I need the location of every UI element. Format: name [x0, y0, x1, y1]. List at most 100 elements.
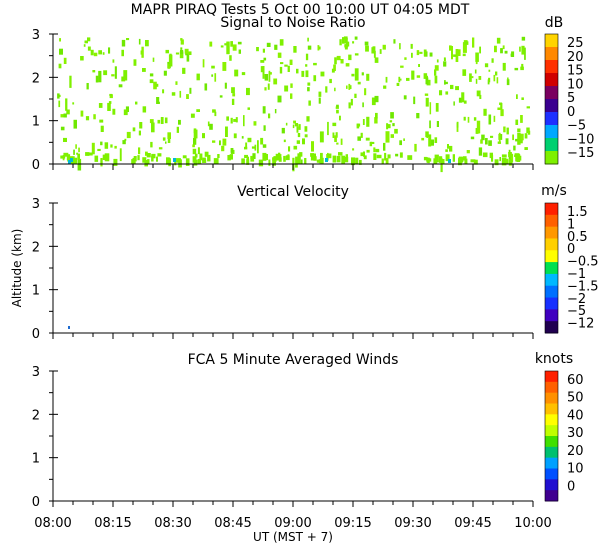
snr-cell [362, 102, 364, 108]
snr-cell [88, 152, 93, 156]
snr-cell [425, 97, 429, 107]
snr-cell [399, 140, 402, 146]
snr-cell [144, 160, 148, 167]
snr-cell [375, 112, 378, 119]
y-tick-label: 1 [32, 115, 40, 130]
snr-cell [233, 119, 238, 122]
x-tick-label: 09:15 [334, 516, 371, 531]
snr-cell [108, 101, 112, 104]
colorbar-label: 25 [567, 36, 584, 51]
x-tick-label: 08:45 [214, 516, 251, 531]
snr-cell [469, 73, 472, 82]
snr-cell [336, 109, 339, 114]
snr-cell [209, 123, 213, 130]
snr-cell [332, 155, 337, 163]
panel-title: FCA 5 Minute Averaged Winds [188, 352, 399, 368]
snr-cell [348, 102, 351, 109]
snr-cell [493, 115, 496, 122]
snr-cell [389, 120, 393, 123]
snr-cell [77, 153, 80, 160]
colorbar-segment [545, 60, 558, 74]
snr-cell [365, 45, 369, 52]
snr-cell [336, 104, 339, 108]
colorbar-segment [545, 34, 558, 48]
snr-cell [519, 46, 521, 52]
panel-title: Vertical Velocity [237, 184, 349, 200]
snr-cell [493, 74, 496, 82]
snr-cell [339, 39, 342, 46]
snr-cell [171, 92, 176, 96]
snr-cell [289, 59, 293, 65]
snr-cell [505, 138, 509, 145]
snr-cell [112, 59, 115, 63]
snr-cell [126, 131, 131, 139]
snr-cell [301, 70, 305, 77]
snr-cell [499, 157, 501, 162]
snr-cell [470, 136, 475, 140]
snr-cell [60, 114, 65, 118]
snr-cell [91, 142, 95, 155]
snr-cell [434, 65, 439, 71]
snr-cell [123, 109, 128, 116]
colorbar-label: −12 [567, 317, 594, 332]
x-tick-label: 08:15 [94, 516, 131, 531]
snr-cell [209, 41, 213, 47]
snr-cell [472, 37, 475, 48]
snr-cell [369, 141, 373, 147]
snr-cell [508, 159, 513, 165]
snr-cell [488, 114, 492, 125]
snr-cell [362, 119, 365, 125]
snr-cell [434, 69, 437, 76]
snr-cell [84, 40, 88, 44]
snr-cell [496, 77, 499, 84]
colorbar-label: 0 [567, 479, 575, 494]
snr-cell [121, 39, 126, 47]
y-tick-label: 0 [32, 327, 40, 342]
snr-cell [495, 71, 498, 76]
snr-cell [149, 73, 154, 77]
snr-cell [80, 56, 84, 61]
snr-cell [498, 132, 501, 144]
colorbar-label: 0 [567, 105, 575, 120]
colorbar-frame [544, 33, 559, 165]
snr-cell [335, 132, 338, 138]
snr-cell [344, 37, 348, 43]
snr-cell [113, 158, 118, 166]
snr-cell [272, 157, 276, 166]
colorbar-frame [544, 202, 559, 334]
snr-cell [138, 147, 141, 155]
snr-cell [450, 84, 454, 90]
snr-cell [373, 50, 376, 58]
snr-cell [137, 155, 140, 161]
snr-cell [150, 141, 153, 148]
snr-cell [141, 46, 144, 58]
snr-cell [521, 36, 526, 41]
snr-cell [466, 150, 470, 154]
snr-cell [483, 108, 487, 116]
snr-cell [461, 92, 465, 103]
snr-cell [100, 141, 103, 146]
snr-cell [327, 121, 329, 136]
snr-cell [212, 109, 216, 113]
snr-cell [180, 38, 183, 41]
snr-cell [132, 127, 136, 132]
snr-cell [434, 75, 438, 84]
snr-cell [325, 158, 328, 162]
snr-cell [107, 102, 111, 111]
snr-cell [354, 53, 359, 56]
snr-cell [416, 75, 421, 78]
snr-cell [164, 117, 168, 124]
snr-cell [354, 68, 359, 81]
snr-cell [202, 157, 206, 162]
snr-cell [467, 116, 470, 123]
snr-cell [357, 136, 361, 141]
snr-cell [395, 153, 399, 157]
snr-cell [264, 87, 267, 91]
snr-cell [260, 137, 264, 145]
snr-cell [382, 44, 386, 50]
snr-cell [162, 137, 166, 141]
snr-cell [102, 52, 105, 55]
snr-cell [66, 109, 70, 115]
snr-cell [226, 41, 230, 55]
snr-cell [222, 138, 227, 146]
